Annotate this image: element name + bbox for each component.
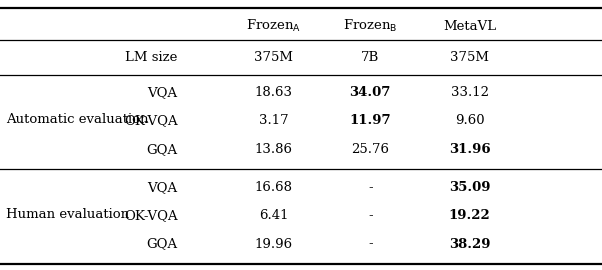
- Text: 19.22: 19.22: [448, 209, 491, 222]
- Text: LM size: LM size: [125, 51, 178, 64]
- Text: 25.76: 25.76: [351, 143, 389, 156]
- Text: GQA: GQA: [146, 238, 178, 251]
- Text: 13.86: 13.86: [255, 143, 293, 156]
- Text: OK-VQA: OK-VQA: [124, 209, 178, 222]
- Text: Human evaluation: Human evaluation: [6, 208, 129, 221]
- Text: -: -: [368, 181, 373, 194]
- Text: GQA: GQA: [146, 143, 178, 156]
- Text: 18.63: 18.63: [255, 86, 293, 99]
- Text: Frozen$_{\mathrm{B}}$: Frozen$_{\mathrm{B}}$: [343, 18, 397, 34]
- Text: OK-VQA: OK-VQA: [124, 114, 178, 127]
- Text: 31.96: 31.96: [448, 143, 491, 156]
- Text: 19.96: 19.96: [255, 238, 293, 251]
- Text: 35.09: 35.09: [449, 181, 490, 194]
- Text: 33.12: 33.12: [450, 86, 489, 99]
- Text: -: -: [368, 209, 373, 222]
- Text: VQA: VQA: [147, 181, 178, 194]
- Text: Automatic evaluation: Automatic evaluation: [6, 113, 149, 126]
- Text: 6.41: 6.41: [259, 209, 289, 222]
- Text: 375M: 375M: [450, 51, 489, 64]
- Text: VQA: VQA: [147, 86, 178, 99]
- Text: MetaVL: MetaVL: [443, 20, 496, 33]
- Text: 38.29: 38.29: [449, 238, 490, 251]
- Text: 11.97: 11.97: [349, 114, 391, 127]
- Text: 9.60: 9.60: [455, 114, 485, 127]
- Text: 16.68: 16.68: [255, 181, 293, 194]
- Text: 34.07: 34.07: [350, 86, 391, 99]
- Text: -: -: [368, 238, 373, 251]
- Text: 3.17: 3.17: [259, 114, 289, 127]
- Text: 375M: 375M: [255, 51, 293, 64]
- Text: Frozen$_{\mathrm{A}}$: Frozen$_{\mathrm{A}}$: [246, 18, 302, 34]
- Text: 7B: 7B: [361, 51, 379, 64]
